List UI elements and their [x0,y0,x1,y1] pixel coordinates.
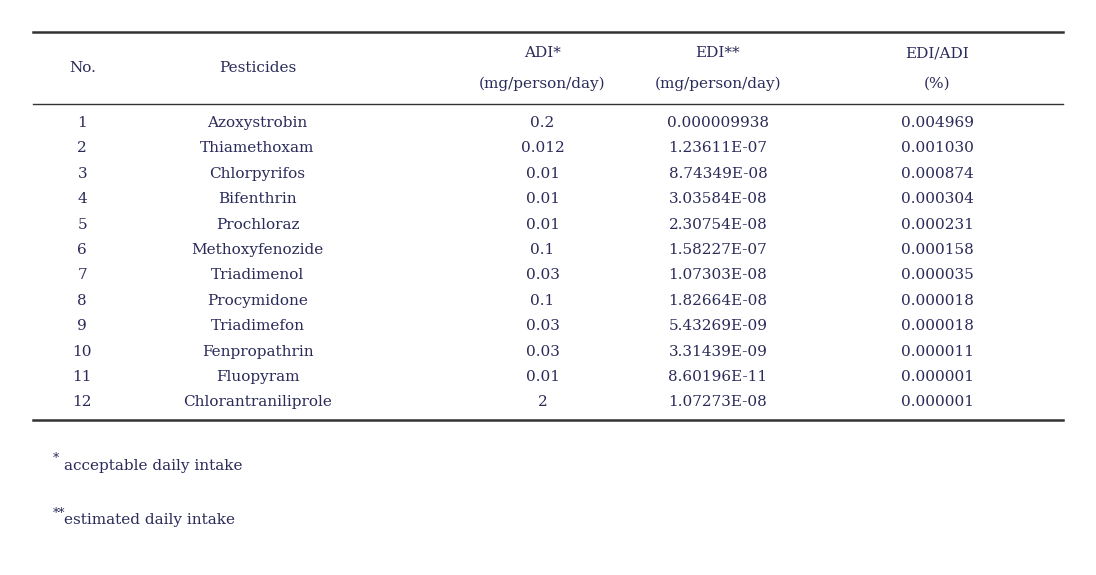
Text: 1.07273E-08: 1.07273E-08 [669,396,767,409]
Text: 1.82664E-08: 1.82664E-08 [669,294,767,308]
Text: 0.000874: 0.000874 [901,167,973,181]
Text: 0.03: 0.03 [526,344,559,359]
Text: 6: 6 [78,243,87,257]
Text: 2: 2 [538,396,547,409]
Text: (%): (%) [924,76,950,90]
Text: 8: 8 [78,294,87,308]
Text: 11: 11 [72,370,92,384]
Text: 0.03: 0.03 [526,269,559,282]
Text: 0.004969: 0.004969 [901,116,973,130]
Text: 0.01: 0.01 [525,167,560,181]
Text: 0.000304: 0.000304 [901,192,973,206]
Text: 3: 3 [78,167,87,181]
Text: 10: 10 [72,344,92,359]
Text: 0.001030: 0.001030 [901,141,973,155]
Text: 3.03584E-08: 3.03584E-08 [669,192,767,206]
Text: No.: No. [69,60,95,75]
Text: EDI**: EDI** [696,46,740,60]
Text: 0.2: 0.2 [530,116,555,130]
Text: 0.1: 0.1 [530,243,555,257]
Text: 1.07303E-08: 1.07303E-08 [669,269,767,282]
Text: Fenpropathrin: Fenpropathrin [202,344,313,359]
Text: 7: 7 [78,269,87,282]
Text: 0.000018: 0.000018 [901,294,973,308]
Text: 1.23611E-07: 1.23611E-07 [669,141,767,155]
Text: *: * [53,453,59,465]
Text: 0.000001: 0.000001 [901,396,973,409]
Text: Azoxystrobin: Azoxystrobin [207,116,308,130]
Text: 0.000231: 0.000231 [901,218,973,232]
Text: **: ** [53,507,65,520]
Text: 5.43269E-09: 5.43269E-09 [669,319,767,333]
Text: 8.74349E-08: 8.74349E-08 [669,167,767,181]
Text: 0.01: 0.01 [525,218,560,232]
Text: Chlorpyrifos: Chlorpyrifos [209,167,306,181]
Text: 0.000011: 0.000011 [901,344,973,359]
Text: Triadimenol: Triadimenol [210,269,305,282]
Text: Bifenthrin: Bifenthrin [218,192,297,206]
Text: Methoxyfenozide: Methoxyfenozide [192,243,323,257]
Text: 12: 12 [72,396,92,409]
Text: (mg/person/day): (mg/person/day) [479,76,606,91]
Text: 0.03: 0.03 [526,319,559,333]
Text: 2.30754E-08: 2.30754E-08 [669,218,767,232]
Text: Prochloraz: Prochloraz [216,218,299,232]
Text: 0.012: 0.012 [521,141,564,155]
Text: Chlorantraniliprole: Chlorantraniliprole [183,396,332,409]
Text: Thiamethoxam: Thiamethoxam [201,141,315,155]
Text: 4: 4 [78,192,87,206]
Text: 5: 5 [78,218,87,232]
Text: Triadimefon: Triadimefon [210,319,305,333]
Text: 0.000035: 0.000035 [901,269,973,282]
Text: 0.1: 0.1 [530,294,555,308]
Text: acceptable daily intake: acceptable daily intake [64,459,242,473]
Text: 0.000001: 0.000001 [901,370,973,384]
Text: 1.58227E-07: 1.58227E-07 [669,243,767,257]
Text: EDI/ADI: EDI/ADI [905,46,969,60]
Text: 0.01: 0.01 [525,370,560,384]
Text: estimated daily intake: estimated daily intake [64,513,235,527]
Text: 3.31439E-09: 3.31439E-09 [669,344,767,359]
Text: Pesticides: Pesticides [219,60,296,75]
Text: 0.000009938: 0.000009938 [666,116,769,130]
Text: 0.000018: 0.000018 [901,319,973,333]
Text: 1: 1 [78,116,87,130]
Text: 8.60196E-11: 8.60196E-11 [669,370,767,384]
Text: (mg/person/day): (mg/person/day) [654,76,781,91]
Text: 2: 2 [78,141,87,155]
Text: Fluopyram: Fluopyram [216,370,299,384]
Text: 0.000158: 0.000158 [901,243,973,257]
Text: ADI*: ADI* [524,46,561,60]
Text: 9: 9 [78,319,87,333]
Text: 0.01: 0.01 [525,192,560,206]
Text: Procymidone: Procymidone [207,294,308,308]
